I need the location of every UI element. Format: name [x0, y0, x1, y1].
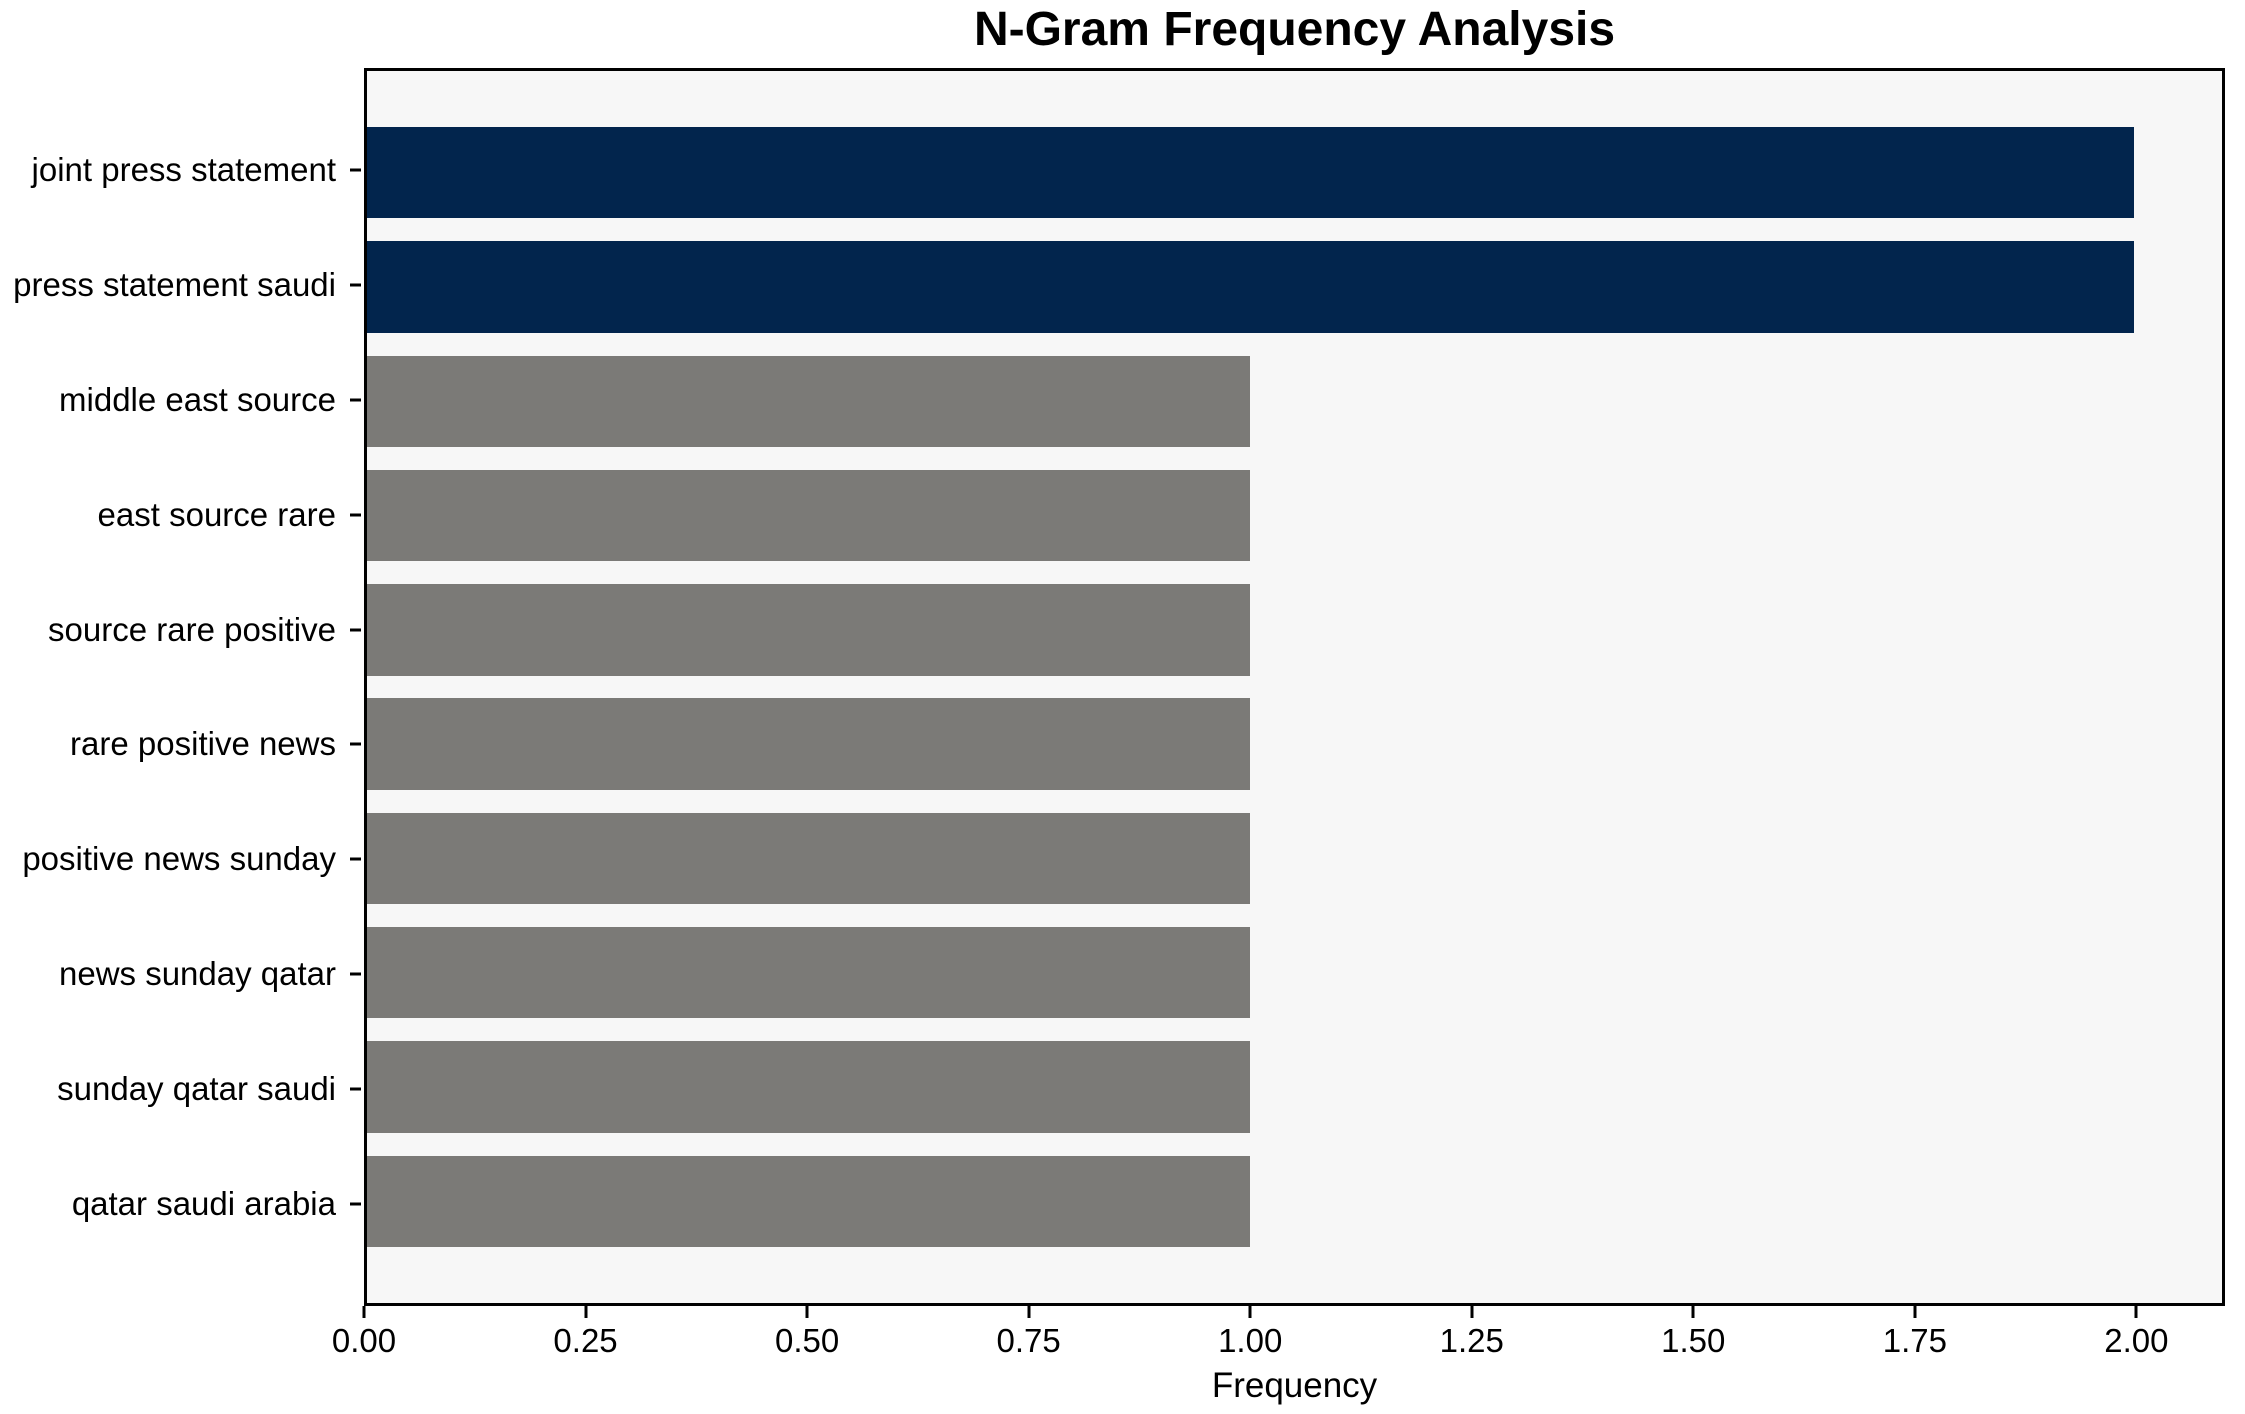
x-tick-mark	[1027, 1306, 1031, 1318]
plot-area	[364, 68, 2225, 1306]
x-tick-label-1.00: 1.00	[1218, 1322, 1283, 1359]
y-tick-label-joint-press-statement: joint press statement	[31, 151, 336, 189]
bar-sunday-qatar-saudi	[367, 1041, 1251, 1133]
bar-news-sunday-qatar	[367, 927, 1251, 1019]
x-tick-label-0.75: 0.75	[996, 1322, 1061, 1359]
y-tick-mark	[350, 1087, 361, 1091]
bar-press-statement-saudi	[367, 241, 2134, 333]
x-tick-label-1.25: 1.25	[1439, 1322, 1504, 1359]
y-tick-label-rare-positive-news: rare positive news	[70, 725, 336, 763]
y-tick-mark	[350, 628, 361, 632]
y-tick-mark	[350, 857, 361, 861]
bar-joint-press-statement	[367, 127, 2134, 219]
y-tick-mark	[350, 742, 361, 746]
y-tick-mark	[350, 283, 361, 287]
y-tick-mark	[350, 1202, 361, 1206]
x-tick-label-1.75: 1.75	[1882, 1322, 1947, 1359]
x-tick-label-0.50: 0.50	[774, 1322, 840, 1359]
bar-rare-positive-news	[367, 698, 1251, 790]
bar-middle-east-source	[367, 355, 1251, 447]
x-tick-mark	[1248, 1306, 1252, 1318]
y-tick-label-qatar-saudi-arabia: qatar saudi arabia	[71, 1184, 336, 1222]
x-tick-label-0.25: 0.25	[553, 1322, 618, 1359]
y-axis: joint press statement press statement sau…	[0, 68, 364, 1306]
x-tick-mark	[805, 1306, 809, 1318]
y-tick-mark	[350, 513, 361, 517]
y-tick-label-east-source-rare: east source rare	[97, 495, 336, 533]
y-tick-label-news-sunday-qatar: news sunday qatar	[58, 955, 336, 993]
x-tick-label-1.50: 1.50	[1661, 1322, 1726, 1359]
x-tick-mark	[1691, 1306, 1695, 1318]
bar-east-source-rare	[367, 469, 1251, 562]
y-tick-label-positive-news-sunday: positive news sunday	[22, 840, 336, 878]
x-axis: 0.00 0.25 0.50 0.75 1.00 1.25 1.50 1.75 2.00	[332, 1306, 2225, 1376]
y-tick-label-middle-east-source: middle east source	[59, 380, 336, 418]
x-tick-mark	[2134, 1306, 2138, 1318]
bars-container	[367, 71, 2222, 1303]
x-tick-label-2.00: 2.00	[2104, 1322, 2169, 1359]
bar-source-rare-positive	[367, 584, 1251, 676]
x-tick-mark	[1470, 1306, 1474, 1318]
bar-qatar-saudi-arabia	[367, 1155, 1251, 1247]
y-tick-mark	[350, 168, 361, 172]
y-tick-label-source-rare-positive: source rare positive	[48, 610, 336, 648]
y-tick-label-press-statement-saudi: press statement saudi	[13, 266, 336, 304]
y-tick-mark	[350, 398, 361, 402]
x-axis-title: Frequency	[1211, 1366, 1378, 1405]
bar-positive-news-sunday	[367, 812, 1251, 905]
x-tick-mark	[1913, 1306, 1917, 1318]
x-tick-label-0.00: 0.00	[331, 1322, 397, 1359]
x-tick-mark	[362, 1306, 366, 1318]
x-tick-mark	[584, 1306, 588, 1318]
y-tick-mark	[350, 972, 361, 976]
chart-title: N-Gram Frequency Analysis	[973, 3, 1616, 56]
y-tick-label-sunday-qatar-saudi: sunday qatar saudi	[57, 1069, 336, 1107]
